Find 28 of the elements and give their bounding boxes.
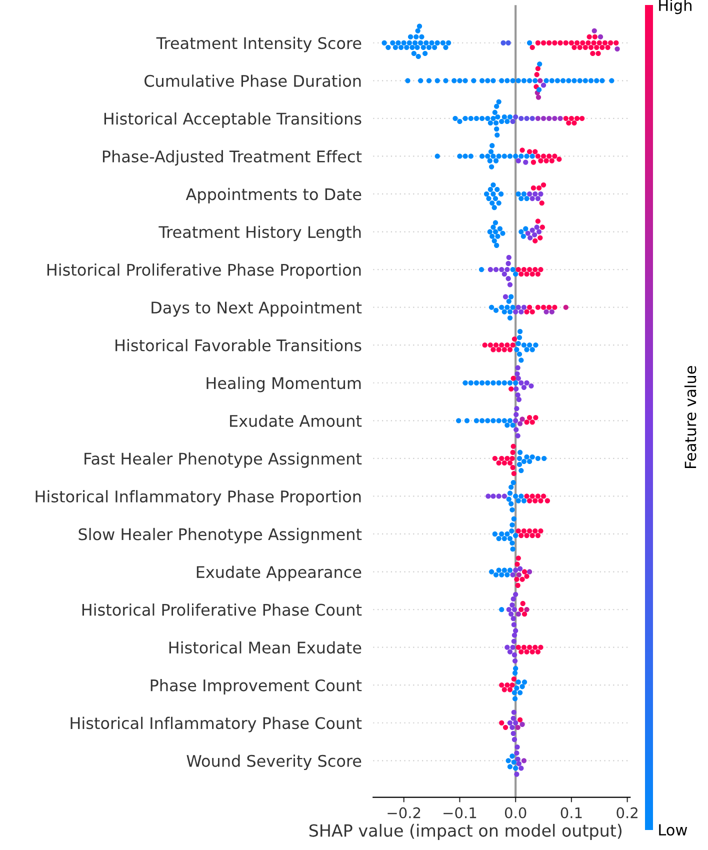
y-tick-label: Historical Favorable Transitions (116, 339, 362, 352)
x-tick-label: 0.0 (504, 807, 526, 818)
y-tick-label: Historical Proliferative Phase Count (82, 603, 362, 616)
y-tick-label: Historical Mean Exudate (169, 641, 362, 654)
y-tick-label: Historical Acceptable Transitions (104, 112, 362, 128)
y-tick-label: Fast Healer Phenotype Assignment (84, 452, 362, 468)
y-tick-label: Exudate Appearance (196, 566, 362, 582)
y-tick-label: Phase Improvement Count (150, 679, 362, 694)
y-tick-label: Exudate Amount (230, 414, 362, 427)
y-tick-label: Treatment History Length (158, 226, 361, 242)
y-tick-label: Appointments to Date (186, 188, 362, 204)
y-tick-label: Cumulative Phase Duration (144, 74, 361, 87)
y-tick-label: Treatment Intensity Score (156, 36, 362, 52)
x-tick-label: −0.1 (444, 807, 476, 818)
y-tick-label: Healing Momentum (206, 376, 361, 392)
y-tick-label: Days to Next Appointment (152, 301, 362, 317)
x-tick-label: 0.1 (560, 807, 582, 818)
y-tick-label: Historical Proliferative Phase Proportion (47, 263, 361, 279)
y-tick-label: Phase-Adjusted Treatment Effect (102, 150, 362, 166)
y-tick-label: Wound Severity Score (186, 754, 362, 770)
y-tick-label: Slow Healer Phenotype Assignment (78, 528, 362, 544)
y-tick-label: Historical Inflammatory Phase Proportion (36, 490, 361, 506)
x-tick-label: −0.2 (388, 807, 420, 818)
color-bar-label: Low (659, 824, 688, 836)
color-bar-title: Feature value (684, 366, 696, 468)
y-tick-label: Historical Inflammatory Phase Count (70, 716, 362, 732)
x-axis-title: SHAP value (impact on model output) (309, 824, 622, 840)
x-tick-label: 0.2 (616, 807, 638, 818)
